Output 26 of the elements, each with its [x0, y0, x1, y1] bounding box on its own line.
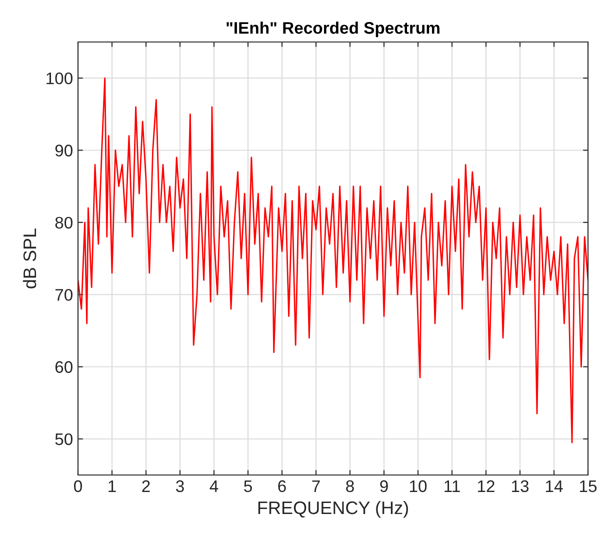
x-tick-label: 2: [142, 480, 150, 492]
y-tick-label: 60: [55, 361, 72, 373]
x-tick-label: 10: [410, 480, 427, 492]
x-tick-label: 4: [210, 480, 218, 492]
y-tick-label: 70: [55, 288, 72, 301]
y-tick-label: 90: [55, 144, 72, 156]
x-tick-label: 0: [74, 480, 82, 492]
x-tick-label: 11: [444, 480, 460, 492]
x-axis-title: FREQUENCY (Hz): [258, 500, 408, 518]
y-tick-label: 50: [55, 433, 72, 446]
x-tick-label: 15: [580, 480, 597, 492]
x-tick-label: 12: [478, 480, 494, 492]
y-axis-title: dB SPL: [22, 228, 36, 288]
x-tick-label: 8: [346, 480, 354, 492]
x-tick-label: 14: [546, 480, 563, 492]
x-tick-label: 13: [512, 480, 529, 492]
x-tick-label: 3: [176, 480, 184, 492]
x-tick-label: 7: [312, 480, 320, 492]
line-series: [78, 77, 588, 444]
chart-title: "IEnh" Recorded Spectrum: [226, 22, 440, 38]
x-tick-label: 6: [278, 480, 286, 492]
y-tick-label: 80: [55, 216, 72, 229]
x-tick-label: 5: [244, 480, 252, 492]
x-tick-label: 9: [380, 480, 388, 492]
y-tick-label: 100: [46, 72, 72, 84]
x-tick-label: 1: [108, 480, 116, 492]
